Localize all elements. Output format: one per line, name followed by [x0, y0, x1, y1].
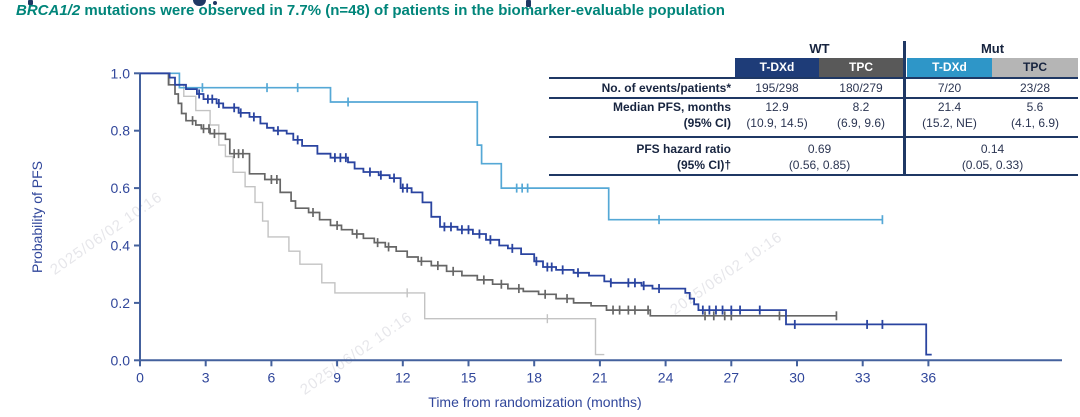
- table-rule: [549, 136, 1078, 138]
- y-tick-label: 0.4: [111, 238, 131, 254]
- x-tick-label: 12: [395, 369, 411, 385]
- cell-events-wt-tdxd: 195/298: [755, 81, 799, 95]
- column-header-wt-tdxd: T-DXd: [735, 58, 819, 77]
- y-tick-label: 0.6: [111, 180, 131, 196]
- cell-events-mut-tpc: 23/28: [1019, 81, 1051, 95]
- y-axis-title: Probability of PFS: [29, 160, 45, 274]
- subheadline-gene: BRCA1/2: [16, 2, 81, 19]
- cell-median-ci-mut-tpc: (4.1, 6.9): [1010, 116, 1060, 130]
- x-tick-label: 0: [136, 369, 144, 385]
- cell-median-ci-wt-tpc: (6.9, 9.6): [836, 116, 886, 130]
- pfs-stats-table: WT Mut T-DXd TPC T-DXd TPC No. of events…: [549, 41, 1078, 176]
- cropped-text-fragment: [193, 0, 206, 6]
- km-curve-wt-tpc: [140, 72, 837, 317]
- x-tick-label: 9: [333, 369, 341, 385]
- cell-median-mut-tpc: 5.6: [1026, 100, 1044, 114]
- y-tick-label: 0.2: [111, 295, 131, 311]
- x-tick-label: 15: [461, 369, 477, 385]
- column-header-wt-tpc: TPC: [819, 58, 903, 77]
- cell-median-wt-tdxd: 12.9: [765, 100, 789, 114]
- y-tick-label: 0.8: [111, 123, 131, 139]
- cell-hr-ci-mut: (0.05, 0.33): [961, 158, 1024, 172]
- cropped-text-fragment: [28, 0, 33, 5]
- x-axis-title: Time from randomization (months): [428, 394, 642, 410]
- y-tick-label: 0.0: [111, 352, 131, 368]
- cropped-text-fragment: [213, 1, 217, 5]
- cell-events-wt-tpc: 180/279: [839, 81, 883, 95]
- cell-median-ci-wt-tdxd: (10.9, 14.5): [746, 116, 808, 130]
- cell-median-mut-tdxd: 21.4: [937, 100, 962, 114]
- table-rule: [549, 174, 1078, 176]
- row-label-events: No. of events/patients*: [601, 81, 731, 95]
- cell-hr-ci-wt: (0.56, 0.85): [788, 158, 851, 172]
- x-tick-label: 21: [592, 369, 608, 385]
- x-tick-label: 36: [921, 369, 937, 385]
- column-header-mut-tpc: TPC: [992, 58, 1078, 77]
- row-label-median-ci: (95% CI): [683, 116, 731, 130]
- km-curve-mut-tpc: [140, 72, 605, 356]
- subheadline-text: mutations were observed in 7.7% (n=48) o…: [80, 2, 725, 19]
- y-tick-label: 1.0: [111, 65, 131, 81]
- subheadline: BRCA1/2 mutations were observed in 7.7% …: [16, 2, 725, 19]
- cell-events-mut-tdxd: 7/20: [937, 81, 962, 95]
- x-tick-label: 6: [268, 369, 276, 385]
- cell-hr-wt: 0.69: [807, 142, 832, 156]
- x-tick-label: 18: [526, 369, 542, 385]
- cropped-text-fragment: [526, 0, 531, 7]
- group-header-wt: WT: [809, 41, 830, 56]
- km-curve-mut-tdxd: [140, 72, 883, 221]
- column-header-mut-tdxd: T-DXd: [907, 58, 992, 77]
- row-label-hr-ci: (95% CI)†: [676, 158, 731, 172]
- table-group-divider: [903, 41, 906, 176]
- x-tick-label: 24: [658, 369, 674, 385]
- cell-median-wt-tpc: 8.2: [852, 100, 870, 114]
- x-tick-label: 27: [724, 369, 740, 385]
- group-header-mut: Mut: [980, 41, 1005, 56]
- table-rule: [549, 97, 1078, 99]
- row-label-median: Median PFS, months: [612, 100, 731, 114]
- x-tick-label: 30: [789, 369, 805, 385]
- x-tick-label: 33: [855, 369, 871, 385]
- table-rule: [549, 77, 1078, 79]
- cell-hr-mut: 0.14: [980, 142, 1005, 156]
- cell-median-ci-mut-tdxd: (15.2, NE): [922, 116, 977, 130]
- row-label-hr: PFS hazard ratio: [636, 142, 731, 156]
- x-tick-label: 3: [202, 369, 210, 385]
